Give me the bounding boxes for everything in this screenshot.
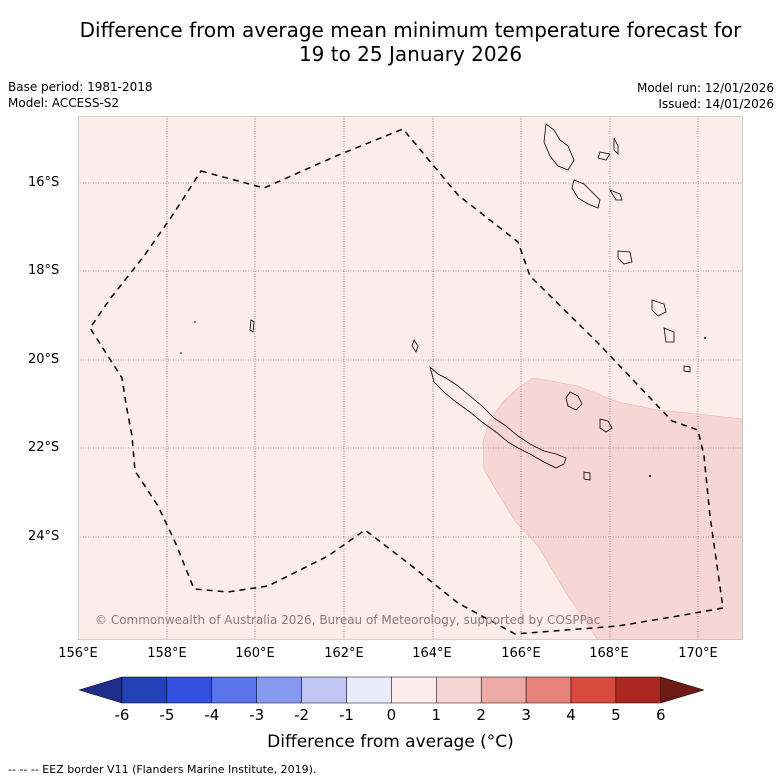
map-area <box>78 116 743 640</box>
small-islet-dot-3 <box>194 321 196 323</box>
belep-islands <box>411 339 419 353</box>
lat-label: 18°S <box>28 263 60 278</box>
loyalty-island-lifou <box>599 418 613 433</box>
colorbar-segment <box>391 676 437 704</box>
colorbar-segment <box>615 676 662 704</box>
gridlines <box>78 116 743 640</box>
small-islet-dot-4 <box>180 352 182 354</box>
colorbar-tick-label: -4 <box>204 706 220 724</box>
loyalty-island-ouvea <box>565 391 583 411</box>
colorbar-segment <box>346 676 392 704</box>
lon-label: 166°E <box>501 646 541 661</box>
map-title: Difference from average mean minimum tem… <box>0 18 781 66</box>
colorbar-tick-label: 2 <box>476 706 486 724</box>
map-border <box>78 116 743 640</box>
colorbar-title: Difference from average (°C) <box>267 732 514 752</box>
lon-label: 162°E <box>324 646 364 661</box>
colorbar-tick-label: 4 <box>566 706 576 724</box>
base-period: Base period: 1981-2018 <box>8 80 153 94</box>
lon-label: 168°E <box>589 646 629 661</box>
loyalty-island-mare <box>583 471 591 481</box>
colorbar-tick-label: 1 <box>431 706 442 724</box>
small-islet-dot <box>704 337 706 339</box>
colorbar-tick-label: -6 <box>114 706 130 724</box>
model-run: Model run: 12/01/2026 <box>636 81 774 95</box>
colorbar-segment <box>301 676 347 704</box>
colorbar-segment <box>570 676 617 704</box>
colorbar-tick-label: 0 <box>386 706 397 724</box>
colorbar-segment <box>480 676 527 704</box>
colorbar-tick-label: -5 <box>159 706 175 724</box>
lat-label: 24°S <box>28 529 60 544</box>
vanuatu-aneityum <box>683 365 691 373</box>
lon-label: 158°E <box>147 646 187 661</box>
lat-label: 16°S <box>28 175 60 190</box>
colorbar-tick-label: -1 <box>339 706 354 724</box>
copyright-note: © Commonwealth of Australia 2026, Bureau… <box>95 613 601 627</box>
issued-date: Issued: 14/01/2026 <box>658 97 774 111</box>
vanuatu-erromango <box>651 299 667 317</box>
vanuatu-espiritu-santo <box>543 123 575 171</box>
colorbar-extend-low <box>78 676 123 704</box>
vanuatu-tanna <box>663 327 675 343</box>
colorbar-tick-label: 3 <box>521 706 531 724</box>
new-caledonia-island <box>429 365 567 469</box>
colorbar-tick-label: 5 <box>611 706 621 724</box>
vanuatu-maewo <box>613 137 619 155</box>
colorbar-tick-label: 6 <box>656 706 666 724</box>
lon-label: 164°E <box>412 646 452 661</box>
title-line-2: 19 to 25 January 2026 <box>298 42 523 66</box>
vanuatu-malekula <box>571 179 601 209</box>
colorbar-segment <box>166 676 213 704</box>
meta-left: Base period: 1981-2018 Model: ACCESS-S2 <box>8 79 153 111</box>
eez-footnote: -- -- -- EEZ border V11 (Flanders Marine… <box>8 763 317 776</box>
lon-label: 170°E <box>678 646 718 661</box>
vanuatu-pentecost <box>609 189 623 201</box>
vanuatu-ambae <box>597 151 611 161</box>
colorbar-segment <box>121 676 168 704</box>
eez-border <box>89 128 724 635</box>
colorbar-tick-label: -2 <box>294 706 310 724</box>
lat-label: 22°S <box>28 440 60 455</box>
anomaly-1-2-region <box>482 377 743 640</box>
colorbar-segment <box>436 676 482 704</box>
map-svg <box>78 116 743 640</box>
colorbar-extend-high <box>660 676 705 704</box>
colorbar <box>78 676 705 704</box>
lon-label: 156°E <box>58 646 98 661</box>
vanuatu-efate <box>617 250 633 265</box>
colorbar-segment <box>256 676 302 704</box>
model-name: Model: ACCESS-S2 <box>8 96 120 110</box>
small-islet-dot-2 <box>649 475 651 477</box>
colorbar-segment <box>211 676 257 704</box>
lat-label: 20°S <box>28 352 60 367</box>
colorbar-tick-label: -3 <box>249 706 265 724</box>
lon-label: 160°E <box>235 646 275 661</box>
small-islet <box>249 319 255 333</box>
title-line-1: Difference from average mean minimum tem… <box>79 18 742 42</box>
colorbar-segment <box>525 676 572 704</box>
meta-right: Model run: 12/01/2026 Issued: 14/01/2026 <box>637 80 774 112</box>
